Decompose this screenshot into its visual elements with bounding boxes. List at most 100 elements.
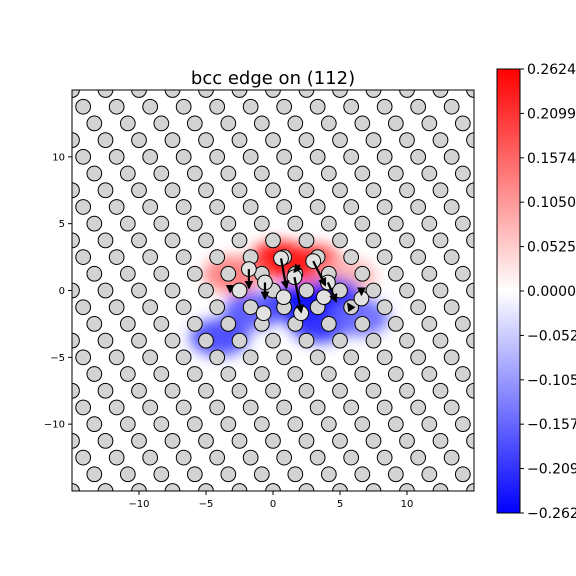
atom	[31, 283, 46, 298]
atom	[108, 199, 125, 215]
atom	[242, 349, 259, 366]
atom	[276, 199, 293, 215]
displacement-arrow-0	[279, 258, 290, 290]
y-tick-label: 5	[59, 219, 65, 230]
atom	[466, 382, 474, 399]
atom	[209, 249, 226, 265]
atom	[276, 399, 293, 416]
atom	[376, 349, 393, 366]
atom	[432, 483, 449, 491]
atom	[231, 132, 248, 148]
atom	[131, 282, 147, 299]
atom	[119, 366, 136, 382]
atom	[376, 199, 393, 215]
atom	[478, 99, 493, 114]
atom	[253, 416, 270, 433]
atom	[75, 449, 92, 466]
atom	[478, 450, 493, 465]
atom	[119, 215, 136, 232]
atom	[298, 382, 315, 399]
atom	[298, 282, 315, 299]
atom	[298, 182, 315, 199]
atom	[387, 165, 404, 182]
atom	[131, 433, 147, 449]
atom	[265, 382, 281, 399]
atom	[253, 165, 270, 182]
atom	[421, 165, 438, 182]
atom	[231, 382, 248, 399]
atom	[454, 165, 471, 182]
atom	[209, 199, 226, 215]
atom	[31, 133, 46, 148]
atom	[72, 382, 80, 399]
atom	[97, 382, 114, 399]
displacement-arrow-3	[326, 282, 338, 303]
atom	[421, 416, 438, 433]
atom	[320, 115, 337, 132]
atom	[399, 90, 415, 98]
atom	[119, 466, 136, 483]
atom	[332, 90, 348, 98]
atom	[75, 349, 92, 366]
atom	[399, 232, 415, 249]
atom	[354, 115, 371, 132]
atom	[97, 483, 114, 491]
atom	[42, 250, 57, 265]
atom	[186, 165, 203, 182]
atom	[175, 148, 192, 165]
atom	[209, 349, 226, 366]
atom	[220, 165, 237, 182]
atom	[72, 232, 80, 249]
core-atom-7	[275, 289, 292, 306]
atom	[343, 349, 360, 366]
atom	[466, 433, 474, 449]
y-tick-label: 10	[52, 152, 65, 163]
atom	[108, 299, 125, 316]
atom	[466, 182, 474, 199]
atom	[387, 265, 404, 282]
atom	[265, 332, 281, 349]
atom	[410, 249, 427, 265]
atom	[365, 332, 382, 349]
atom	[478, 350, 493, 365]
core-atom-9	[316, 289, 332, 306]
atom	[209, 98, 226, 115]
y-tick-label: −10	[44, 420, 65, 431]
atom	[198, 132, 214, 148]
atom	[164, 332, 181, 349]
atom	[387, 416, 404, 433]
colorbar-tick-label: −0.0525	[527, 328, 576, 344]
atom	[119, 165, 136, 182]
atom	[142, 199, 159, 215]
colorbar-tick-label: 0.0000	[527, 284, 576, 300]
atom	[320, 165, 337, 182]
atom	[454, 416, 471, 433]
quiver-layer	[225, 258, 366, 314]
atom	[421, 265, 438, 282]
atom	[86, 466, 103, 483]
atom	[175, 199, 192, 215]
atom	[175, 399, 192, 416]
atom	[399, 483, 415, 491]
atom	[131, 232, 147, 249]
atom	[443, 399, 460, 416]
atom	[209, 449, 226, 466]
x-tick-label: 0	[270, 499, 276, 510]
atom	[365, 90, 382, 98]
atom	[175, 98, 192, 115]
atom	[365, 433, 382, 449]
atom	[242, 299, 259, 316]
atom	[320, 215, 337, 232]
atom	[242, 399, 259, 416]
atom	[231, 483, 248, 491]
atom	[354, 165, 371, 182]
atom	[276, 349, 293, 366]
atom	[265, 232, 281, 249]
atom	[343, 98, 360, 115]
atom	[287, 416, 304, 433]
atom	[175, 249, 192, 265]
atom	[332, 382, 348, 399]
atom	[142, 249, 159, 265]
atom	[287, 215, 304, 232]
